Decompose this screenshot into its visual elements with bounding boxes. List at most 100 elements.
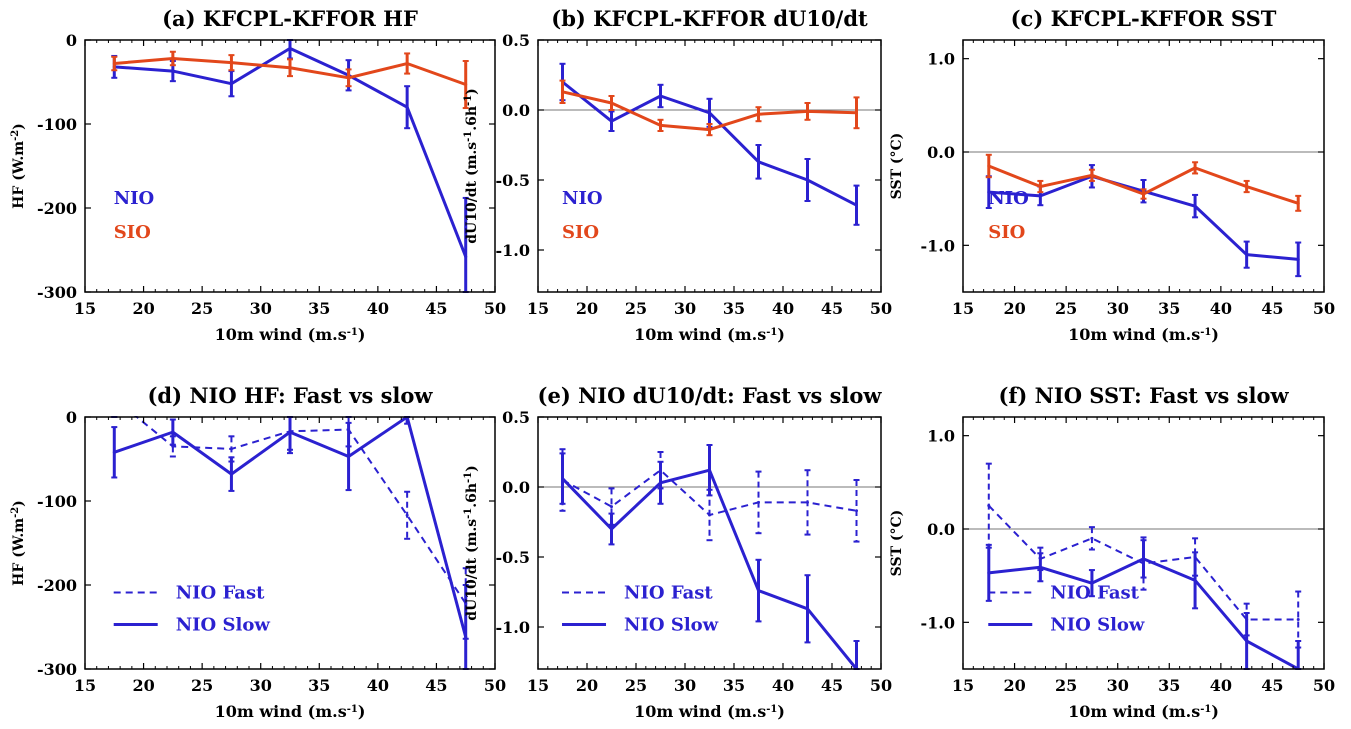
data-point <box>1038 194 1042 198</box>
plot-area <box>559 62 860 226</box>
error-bar <box>111 55 118 72</box>
data-point <box>610 101 613 105</box>
x-tick-label: 15 <box>952 676 974 695</box>
data-point <box>405 513 409 517</box>
legend: NIO SIO <box>562 188 603 243</box>
panel-title: (c) KFCPL-KFFOR SST <box>1011 6 1277 31</box>
panel-c: (c) KFCPL-KFFOR SST 15 20 25 30 35 40 45 50 1.0 0.… <box>889 6 1335 344</box>
data-point <box>757 112 760 116</box>
error-bar <box>853 96 860 130</box>
data-point <box>1245 185 1249 189</box>
data-point <box>229 82 233 86</box>
x-tick-label: 50 <box>1313 299 1335 318</box>
error-bar <box>404 85 411 130</box>
legend: NIO SIO <box>988 188 1029 243</box>
data-point <box>1090 536 1094 540</box>
error-bar <box>462 60 469 110</box>
data-point <box>1142 557 1145 561</box>
x-tick-label: 30 <box>250 676 272 695</box>
data-point <box>1038 185 1042 189</box>
data-point <box>229 447 233 451</box>
error-bar <box>608 95 615 111</box>
error-bar <box>287 58 293 78</box>
y-axis-label: SST (°C) <box>889 510 905 577</box>
error-bar <box>111 426 118 479</box>
data-point <box>1245 639 1249 643</box>
data-point <box>987 190 991 194</box>
x-tick-label: 20 <box>132 676 154 695</box>
y-tick-label: 0.0 <box>502 478 530 497</box>
y-tick-label: 0.5 <box>502 31 530 50</box>
y-tick-label: 0.0 <box>502 101 530 120</box>
error-bar <box>706 488 713 542</box>
data-point <box>708 111 711 115</box>
x-tick-label: 20 <box>576 299 598 318</box>
error-bar <box>706 123 713 137</box>
y-axis-label: HF (W.m-2) <box>10 123 28 209</box>
x-tick-label: 20 <box>576 676 598 695</box>
data-point <box>1038 565 1042 569</box>
data-point <box>112 450 116 454</box>
y-tick-label: -100 <box>37 115 77 134</box>
legend-entry: SIO <box>988 222 1025 243</box>
error-bar <box>853 479 860 543</box>
error-bar <box>345 421 352 492</box>
error-bar <box>111 397 118 418</box>
data-point <box>987 164 991 168</box>
error-bar <box>755 144 762 180</box>
error-bar <box>1088 569 1095 598</box>
data-point <box>1296 201 1300 205</box>
panel-e: (e) NIO dU10/dt: Fast vs slow 15 20 25 30 35 4… <box>463 383 893 721</box>
error-bar <box>804 158 811 202</box>
error-bar <box>608 110 615 132</box>
data-point <box>659 481 662 485</box>
legend-entry: NIO <box>114 188 155 209</box>
y-axis-label: dU10/dt (m.s-1.6h-1) <box>463 88 481 244</box>
data-point <box>708 468 711 472</box>
plot-frame <box>962 39 1325 293</box>
data-point <box>171 56 175 60</box>
y-tick-label: 0.0 <box>927 520 955 539</box>
y-tick-label: 1.0 <box>927 50 955 69</box>
data-point <box>855 203 858 207</box>
error-bar <box>1088 526 1095 551</box>
legend: NIO Fast NIO Slow <box>562 582 719 635</box>
x-tick-label: 45 <box>821 299 843 318</box>
data-point <box>708 513 711 517</box>
error-bar <box>169 50 176 67</box>
x-tick-label: 15 <box>527 676 549 695</box>
plot-area <box>111 397 469 670</box>
x-tick-label: 15 <box>74 299 96 318</box>
data-point <box>1193 204 1197 208</box>
x-tick-label: 15 <box>527 299 549 318</box>
data-point <box>561 477 564 481</box>
y-tick-label: 0.5 <box>502 408 530 427</box>
legend-entry: NIO Fast <box>1050 582 1139 603</box>
error-bar <box>657 83 664 109</box>
series-line-nio <box>114 46 468 258</box>
data-point <box>708 128 711 132</box>
data-point <box>113 397 116 400</box>
x-tick-label: 50 <box>870 299 892 318</box>
data-point <box>288 46 292 50</box>
data-point <box>806 109 809 113</box>
error-bar <box>1037 179 1044 194</box>
x-tick-label: 35 <box>308 299 330 318</box>
x-tick-label: 30 <box>674 676 696 695</box>
data-point <box>464 635 468 639</box>
data-point <box>1193 578 1197 582</box>
data-point <box>1090 173 1094 177</box>
data-point <box>347 454 351 458</box>
error-bar <box>1192 161 1199 175</box>
plot-frame <box>962 416 1325 670</box>
x-tick-label: 20 <box>1003 676 1025 695</box>
panel-title: (f) NIO SST: Fast vs slow <box>998 383 1289 408</box>
x-tick-label: 35 <box>308 676 330 695</box>
x-tick-label: 25 <box>191 299 213 318</box>
data-point <box>229 61 233 65</box>
panel-title: (b) KFCPL-KFFOR dU10/dt <box>551 6 868 31</box>
x-tick-label: 40 <box>367 676 389 695</box>
error-bar <box>1192 193 1199 219</box>
panel-f: (f) NIO SST: Fast vs slow 15 20 25 30 35 40 45 5… <box>889 383 1335 721</box>
x-tick-label: 45 <box>425 299 447 318</box>
